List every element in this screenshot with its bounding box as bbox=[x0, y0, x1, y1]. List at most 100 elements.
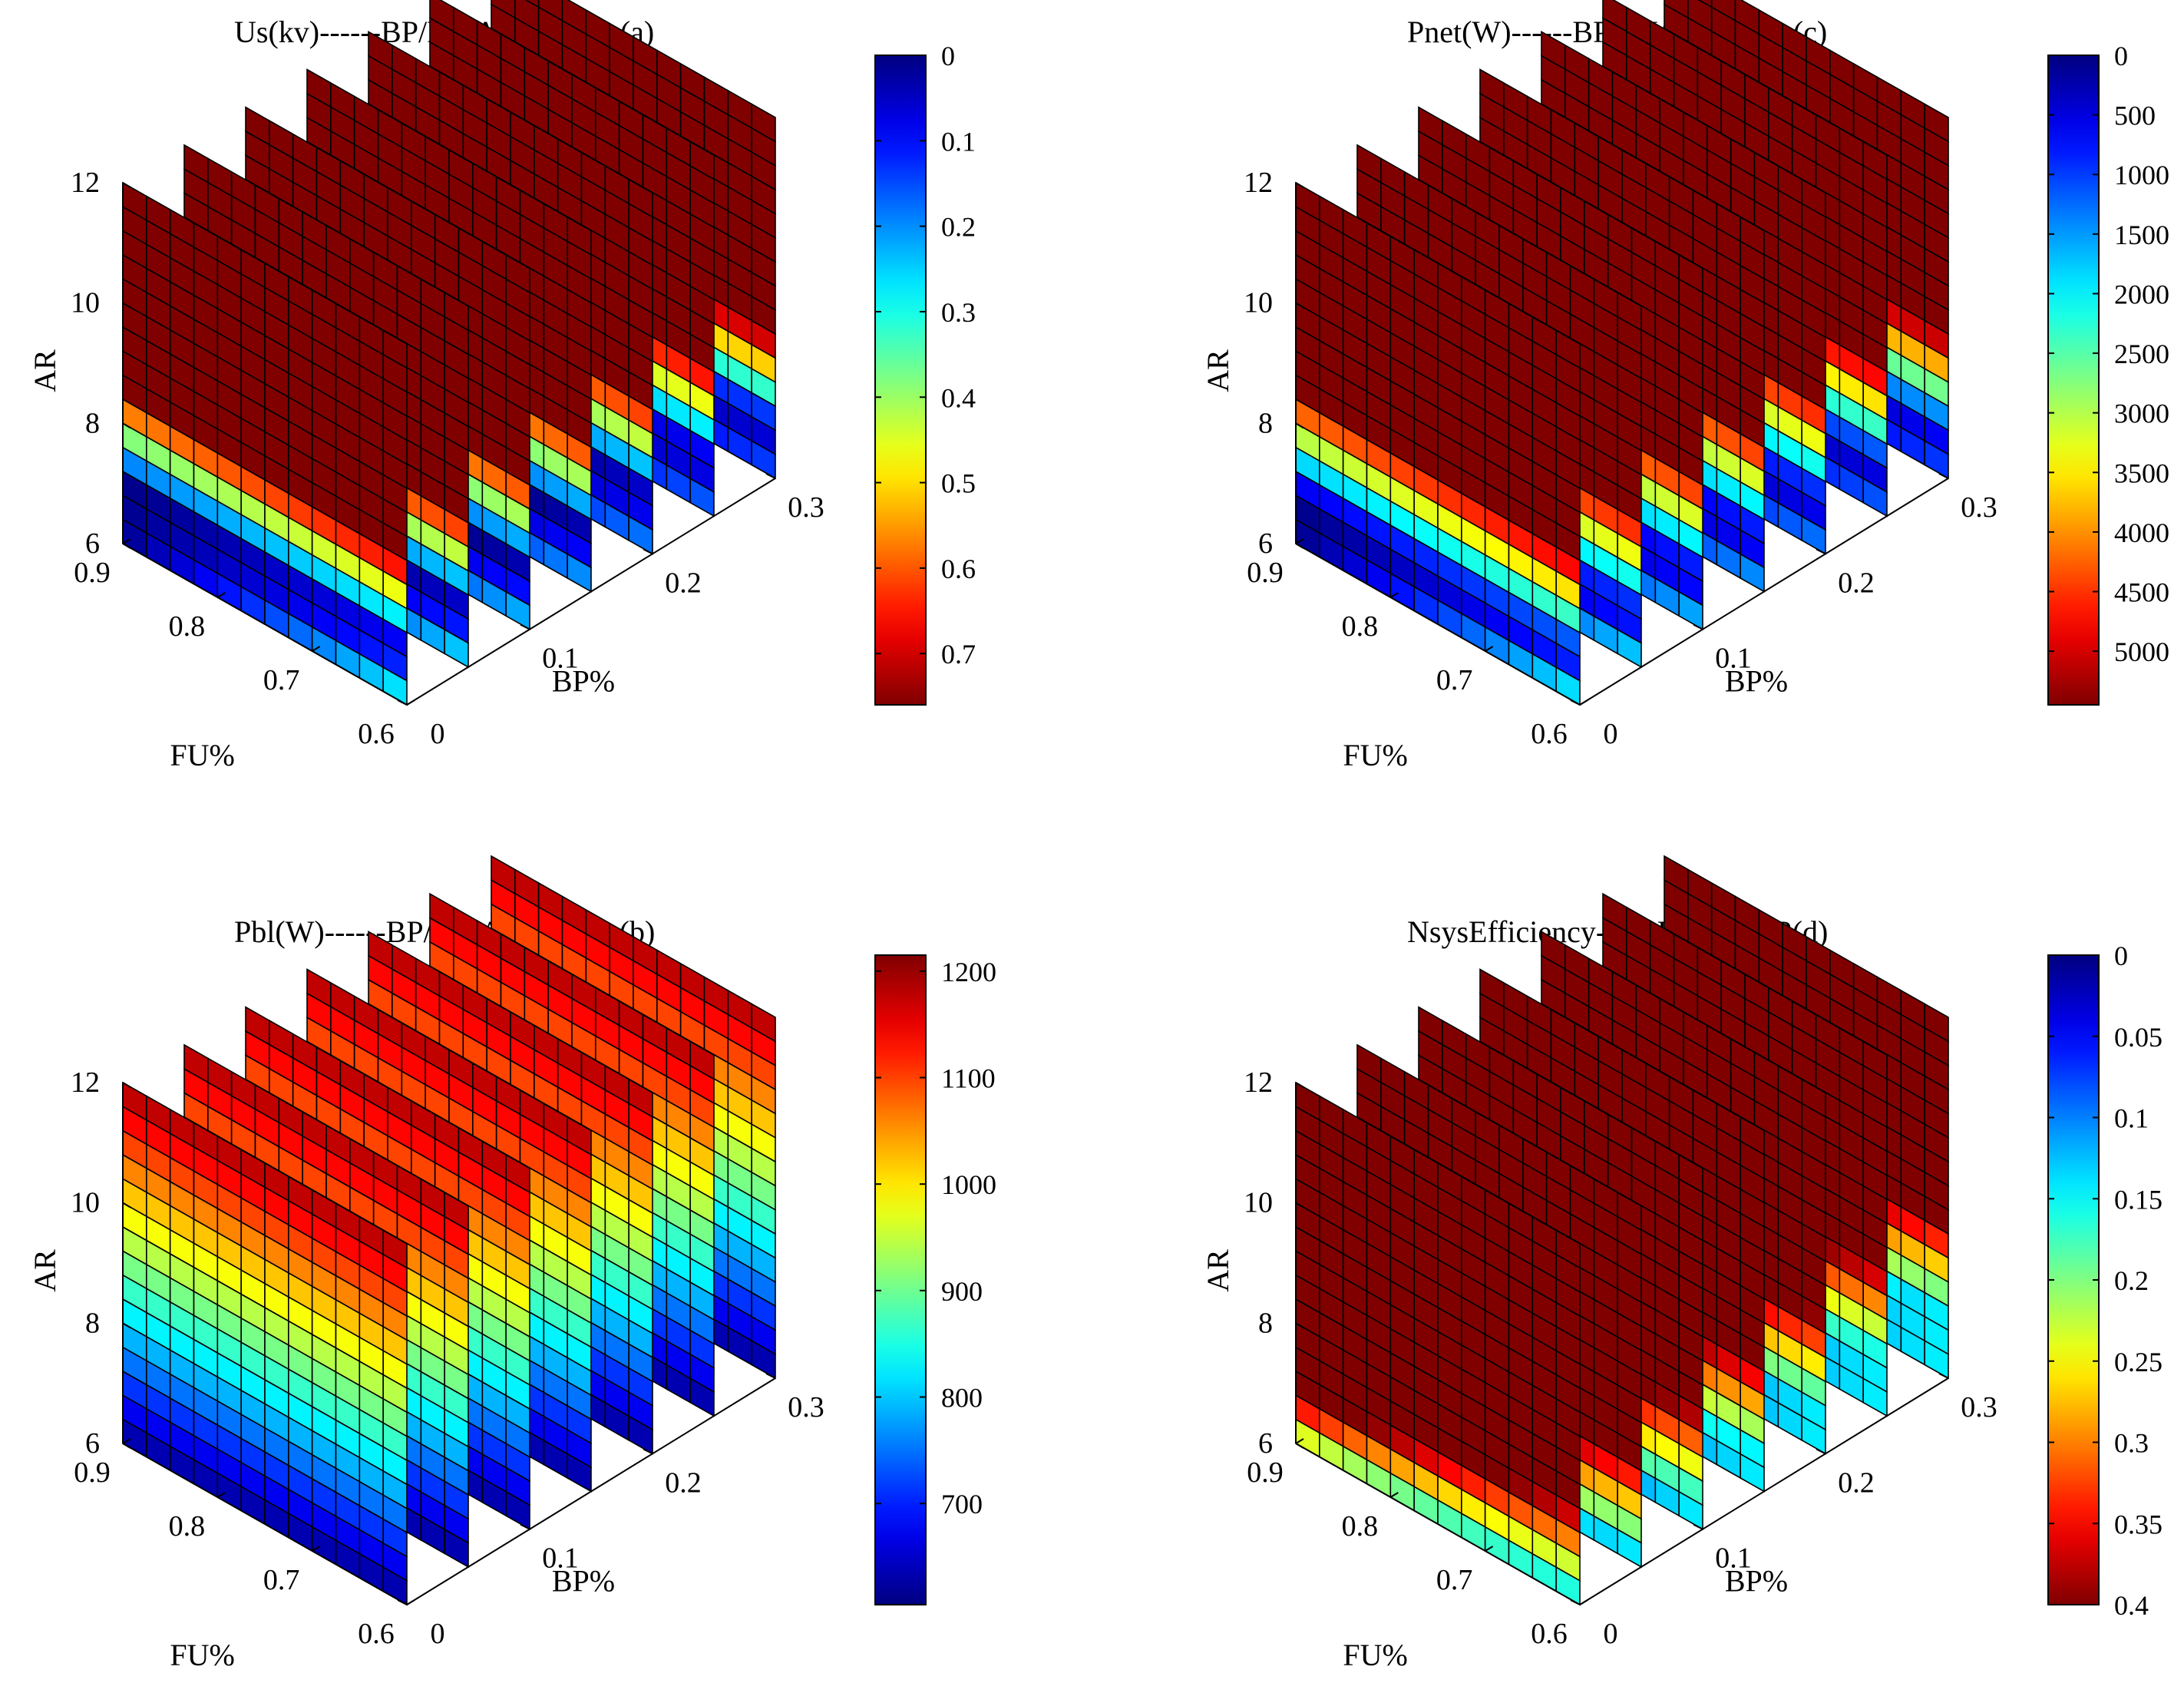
colorbar-tick-label: 900 bbox=[941, 1276, 983, 1307]
slice-bp-0 bbox=[1295, 181, 1581, 706]
fu-tick bbox=[406, 699, 415, 706]
slice-cell bbox=[1678, 253, 1703, 294]
fu-tick bbox=[1389, 592, 1399, 598]
colorbar-tick-label: 1500 bbox=[2114, 220, 2169, 250]
slice-cell bbox=[505, 1153, 530, 1194]
bp-axis-label: BP% bbox=[1725, 664, 1788, 699]
bp-tick bbox=[520, 1523, 530, 1530]
ar-tick bbox=[122, 422, 131, 429]
colorbar-tick-label: 3500 bbox=[2114, 458, 2169, 488]
fu-tick bbox=[1295, 538, 1304, 544]
slices bbox=[1295, 0, 1949, 706]
fu-tick bbox=[1485, 646, 1494, 652]
ar-tick-label: 8 bbox=[85, 1307, 100, 1339]
fu-tick bbox=[312, 1546, 321, 1552]
bp-tick-label: 0.1 bbox=[542, 643, 579, 675]
ar-tick bbox=[1295, 422, 1304, 429]
fu-axis-line bbox=[122, 1443, 408, 1605]
bp-tick-label: 0 bbox=[1604, 718, 1618, 750]
bp-tick-label: 0.3 bbox=[1961, 491, 1997, 524]
fu-tick bbox=[1579, 699, 1588, 706]
bp-axis-label: BP% bbox=[552, 1564, 615, 1599]
ar-tick bbox=[122, 1202, 131, 1209]
colorbar-tick-label: 2500 bbox=[2114, 339, 2169, 369]
fu-axis-label: FU% bbox=[170, 1638, 234, 1672]
ar-tick-label: 6 bbox=[1258, 527, 1273, 560]
fu-tick-label: 0.9 bbox=[74, 1457, 111, 1489]
slice-cell bbox=[1801, 178, 1826, 219]
colorbar-tick-label: 1000 bbox=[2114, 160, 2169, 190]
ar-tick bbox=[1295, 302, 1304, 309]
slice-cell bbox=[1740, 216, 1765, 256]
ar-tick bbox=[122, 182, 131, 188]
fu-tick-label: 0.9 bbox=[1247, 557, 1284, 589]
colorbar-tick-label: 4000 bbox=[2114, 517, 2169, 548]
colorbar-tick-label: 0.5 bbox=[941, 468, 976, 499]
slices bbox=[1295, 855, 1949, 1606]
fu-tick-label: 0.7 bbox=[263, 1564, 300, 1596]
ar-tick bbox=[122, 1322, 131, 1329]
bp-tick bbox=[397, 1599, 408, 1605]
colorbar-tick-label: 0.4 bbox=[941, 382, 976, 413]
slice-cell bbox=[567, 216, 592, 256]
fu-tick bbox=[312, 646, 321, 652]
colorbar-tick-label: 0 bbox=[941, 41, 955, 71]
slice-cell bbox=[491, 0, 516, 19]
bp-tick bbox=[765, 473, 776, 479]
slice-cell bbox=[1664, 0, 1689, 19]
fu-tick-label: 0.8 bbox=[1342, 610, 1379, 643]
fu-axis-label: FU% bbox=[1343, 738, 1407, 772]
slice-cell bbox=[537, 0, 563, 22]
fu-tick-label: 0.6 bbox=[358, 1618, 395, 1650]
slice-cell bbox=[751, 103, 776, 143]
fu-tick bbox=[122, 1438, 131, 1444]
colorbar-tick-label: 0.7 bbox=[941, 639, 976, 670]
slice-cell bbox=[1924, 103, 1949, 143]
ar-tick-label: 10 bbox=[71, 287, 100, 319]
ar-tick-label: 10 bbox=[1244, 287, 1273, 319]
ar-tick-label: 8 bbox=[1258, 407, 1273, 439]
colorbar-tick-label: 3000 bbox=[2114, 398, 2169, 429]
bp-tick-label: 0.2 bbox=[665, 567, 702, 599]
colorbar-tick-label: 0.3 bbox=[941, 297, 976, 328]
slice-cell bbox=[751, 1003, 776, 1043]
bp-tick-label: 0.3 bbox=[788, 491, 824, 524]
fu-axis-line bbox=[1295, 543, 1581, 706]
slice-cell bbox=[1555, 329, 1581, 369]
ar-tick-label: 12 bbox=[1244, 167, 1273, 199]
bp-tick bbox=[643, 1448, 653, 1455]
bp-tick-label: 0 bbox=[431, 1618, 445, 1650]
panel-b: Pbl(W)------BP/FU/AR (b)681012AR0.90.80.7… bbox=[28, 855, 996, 1672]
bp-tick-label: 0.1 bbox=[542, 1542, 579, 1575]
bp-tick-label: 0.2 bbox=[665, 1466, 702, 1499]
colorbar-tick-label: 500 bbox=[2114, 101, 2156, 131]
slices bbox=[122, 0, 776, 706]
fu-tick bbox=[122, 538, 131, 544]
slice-cell bbox=[1924, 1003, 1949, 1043]
ar-tick-label: 12 bbox=[71, 167, 100, 199]
slice-bp-0 bbox=[122, 1081, 408, 1606]
slice-cell bbox=[689, 1040, 715, 1080]
ar-axis-label: AR bbox=[28, 349, 62, 392]
bp-tick bbox=[1570, 699, 1581, 706]
ar-tick bbox=[1295, 182, 1304, 188]
bp-tick bbox=[643, 548, 653, 555]
bp-tick bbox=[1938, 473, 1949, 479]
slice-cell bbox=[1697, 0, 1713, 8]
slice-bp-0 bbox=[122, 181, 408, 706]
colorbar-tick-label: 4500 bbox=[2114, 577, 2169, 608]
fu-tick-label: 0.9 bbox=[74, 557, 111, 589]
fu-tick bbox=[406, 1599, 415, 1605]
ar-tick bbox=[122, 1082, 131, 1088]
ar-tick-label: 12 bbox=[71, 1066, 100, 1099]
bp-tick bbox=[520, 623, 530, 630]
ar-tick bbox=[122, 1443, 131, 1449]
bp-tick bbox=[1693, 623, 1703, 630]
fu-tick bbox=[216, 592, 226, 598]
bp-axis-line bbox=[406, 1377, 776, 1605]
